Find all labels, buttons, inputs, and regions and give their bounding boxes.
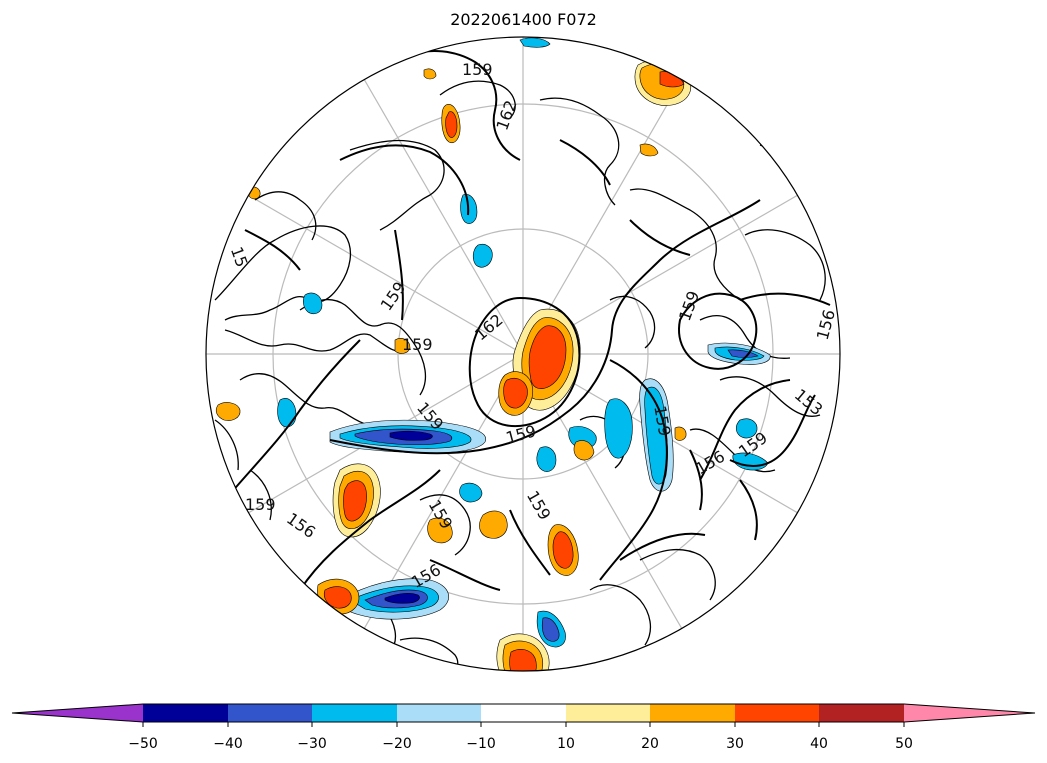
colorbar-segment [143, 704, 228, 722]
colorbar-segment [819, 704, 904, 722]
colorbar-ticks [142, 722, 905, 727]
colorbar-tick-label: −30 [297, 736, 327, 752]
anomaly-fills [215, 37, 771, 671]
colorbar-tick-label: 40 [810, 736, 828, 752]
colorbar-segment [566, 704, 650, 722]
map-boundary [205, 36, 841, 672]
colorbar-tick-label: 10 [557, 736, 575, 752]
map-title: 2022061400 F072 [450, 10, 597, 29]
contour-label: 159 [245, 495, 276, 514]
colorbar-tick-label: −20 [382, 736, 412, 752]
colorbar-tick-label: 50 [895, 736, 913, 752]
height-contours [224, 50, 831, 591]
colorbar-tick-label: 20 [641, 736, 659, 752]
contour-label: 159 [462, 60, 493, 79]
colorbar-segment [228, 704, 312, 722]
colorbar-min-extension [12, 704, 143, 722]
colorbar-tick-label: 30 [726, 736, 744, 752]
colorbar-tick-label: −50 [128, 736, 158, 752]
colorbar-segment [397, 704, 481, 722]
map-disk-content: 159 162 159 162 159 159 159 159 156 153 … [206, 37, 840, 671]
colorbar-segment [735, 704, 819, 722]
colorbar-tick-labels: −50 −40 −30 −20 −10 10 20 30 40 50 [128, 736, 913, 752]
contour-label: 159 [402, 335, 433, 354]
colorbar-tick-label: −40 [213, 736, 243, 752]
colorbar-segment [481, 704, 566, 722]
colorbar-segment [650, 704, 735, 722]
colorbar-tick-label: −10 [466, 736, 496, 752]
colorbar-segment [312, 704, 397, 722]
colorbar-max-extension [904, 704, 1035, 722]
